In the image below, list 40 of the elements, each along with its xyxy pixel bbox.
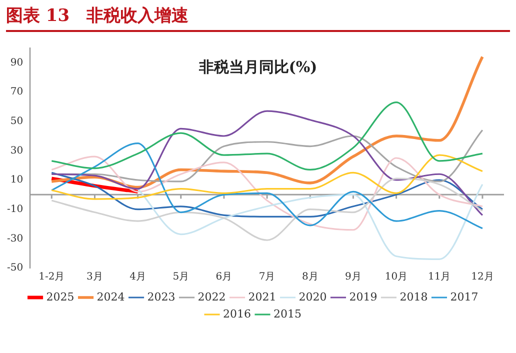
y-tick-label: 90 — [10, 57, 24, 68]
x-tick-label: 3月 — [86, 272, 103, 283]
y-tick-label: -50 — [6, 262, 24, 274]
legend-label: 2022 — [198, 290, 226, 304]
x-tick-label: 10月 — [384, 272, 408, 283]
legend-label: 2018 — [400, 290, 428, 304]
y-tick-label: 10 — [10, 174, 24, 186]
y-tick-label: 70 — [10, 86, 24, 98]
line-series — [50, 101, 484, 171]
x-tick-label: 5月 — [172, 272, 190, 283]
y-tick-label: 30 — [10, 145, 24, 156]
legend-label: 2024 — [96, 290, 125, 304]
x-tick-label: 6月 — [216, 272, 232, 283]
line-series — [50, 172, 484, 218]
x-tick-label: 4月 — [130, 272, 146, 283]
line-series — [50, 154, 484, 200]
legend-label: 2017 — [450, 290, 478, 304]
line-series — [50, 156, 484, 231]
x-tick-label: 11月 — [428, 272, 451, 283]
x-tick-label: 8月 — [302, 272, 318, 283]
x-tick-label: 7月 — [258, 272, 276, 283]
line-series — [50, 110, 484, 216]
y-tick-label: -10 — [6, 204, 24, 215]
legend-label: 2023 — [147, 290, 176, 304]
x-tick-label: 12月 — [471, 272, 494, 283]
text: 非税当月同比(%) — [198, 58, 318, 76]
legend-label: 2025 — [46, 290, 74, 304]
legend-label: 2020 — [298, 290, 327, 304]
legend-label: 2015 — [274, 307, 302, 320]
y-tick-label: -30 — [6, 233, 24, 244]
line-series — [137, 184, 484, 260]
legend-label: 2016 — [223, 307, 252, 320]
chart-title: 图表 13 非税收入增速 — [6, 4, 510, 32]
line-series — [50, 142, 484, 230]
x-tick-label: 1-2月 — [38, 272, 65, 283]
x-tick-label: 9月 — [345, 272, 362, 283]
line-series — [50, 178, 484, 241]
legend-label: 2019 — [349, 290, 378, 304]
legend-label: 2021 — [248, 290, 276, 304]
y-tick-label: 50 — [10, 116, 24, 127]
